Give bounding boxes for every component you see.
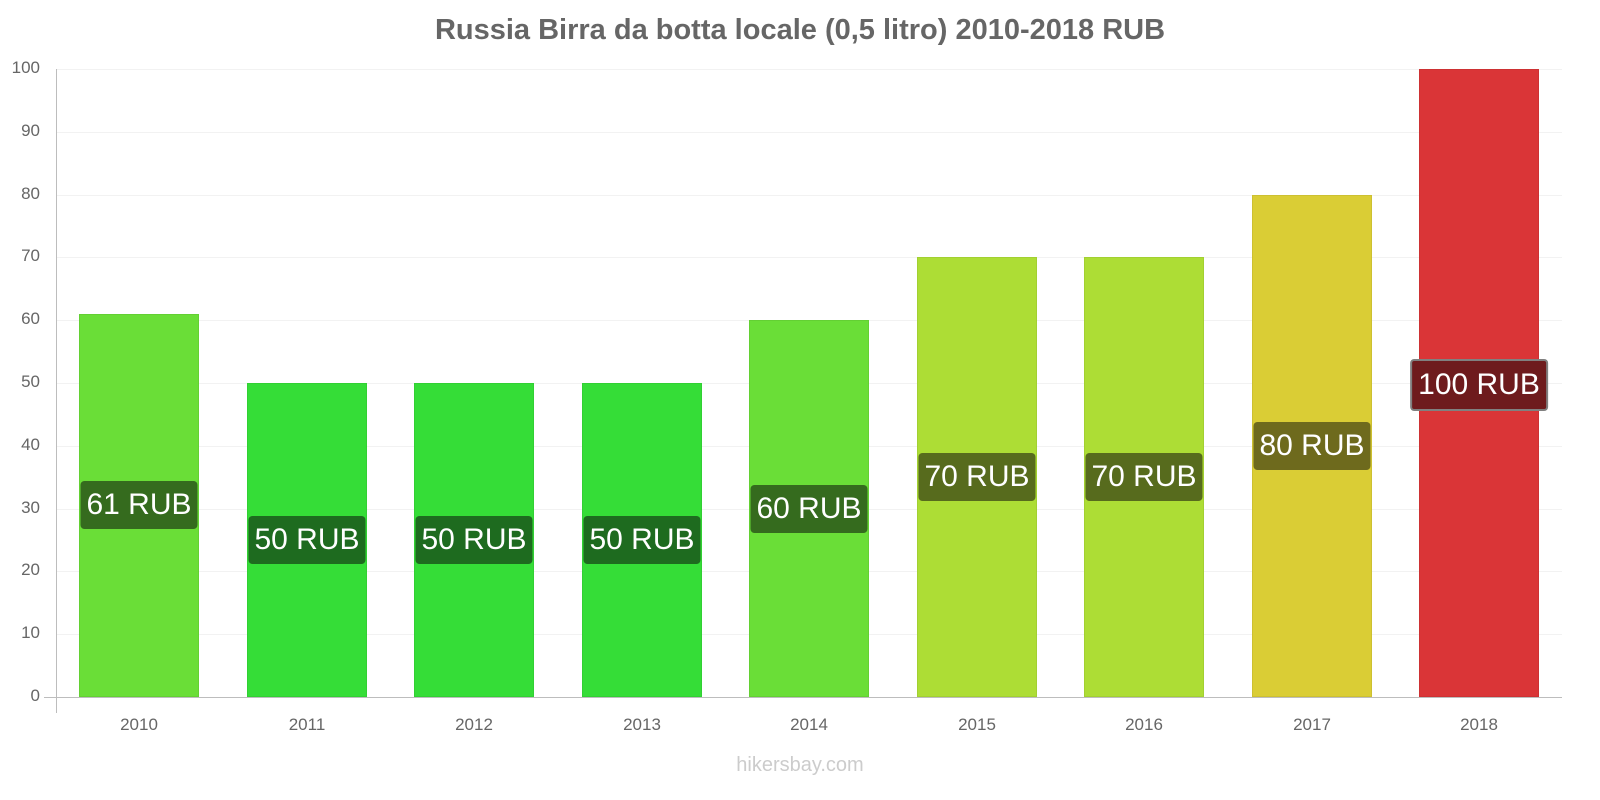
y-tick-label: 60 <box>21 309 40 328</box>
value-label-2011: 50 RUB <box>248 516 366 564</box>
value-label-2010: 61 RUB <box>80 481 198 529</box>
x-tick-label: 2014 <box>790 715 828 734</box>
gridline <box>56 257 1562 258</box>
y-tick-label: 90 <box>21 121 40 140</box>
gridline <box>56 132 1562 133</box>
y-tick-label: 0 <box>30 686 40 705</box>
y-tick-label: 30 <box>21 498 40 517</box>
x-tick-label: 2016 <box>1125 715 1163 734</box>
value-label-2015: 70 RUB <box>918 453 1036 501</box>
y-tick-label: 100 <box>11 58 40 77</box>
y-tick-label: 50 <box>21 372 40 391</box>
x-tick-label: 2013 <box>623 715 661 734</box>
x-axis-line <box>44 697 1562 698</box>
value-label-2013: 50 RUB <box>583 516 701 564</box>
x-tick-label: 2018 <box>1460 715 1498 734</box>
value-label-2012: 50 RUB <box>415 516 533 564</box>
value-label-2016: 70 RUB <box>1085 453 1203 501</box>
x-tick-label: 2017 <box>1293 715 1331 734</box>
x-tick-label: 2012 <box>455 715 493 734</box>
y-tick-label: 20 <box>21 560 40 579</box>
y-tick-label: 10 <box>21 623 40 642</box>
y-tick-label: 40 <box>21 435 40 454</box>
value-label-2018: 100 RUB <box>1410 359 1548 411</box>
chart-title: Russia Birra da botta locale (0,5 litro)… <box>434 14 1166 46</box>
y-axis-line <box>56 69 57 713</box>
gridline <box>56 195 1562 196</box>
x-tick-label: 2011 <box>288 715 326 734</box>
value-label-2017: 80 RUB <box>1253 422 1371 470</box>
watermark: hikersbay.com <box>736 754 864 776</box>
y-tick-label: 70 <box>21 246 40 265</box>
y-tick-label: 80 <box>21 184 40 203</box>
value-label-2014: 60 RUB <box>750 485 868 533</box>
gridline <box>56 69 1562 70</box>
x-tick-label: 2015 <box>958 715 996 734</box>
x-tick-label: 2010 <box>120 715 158 734</box>
